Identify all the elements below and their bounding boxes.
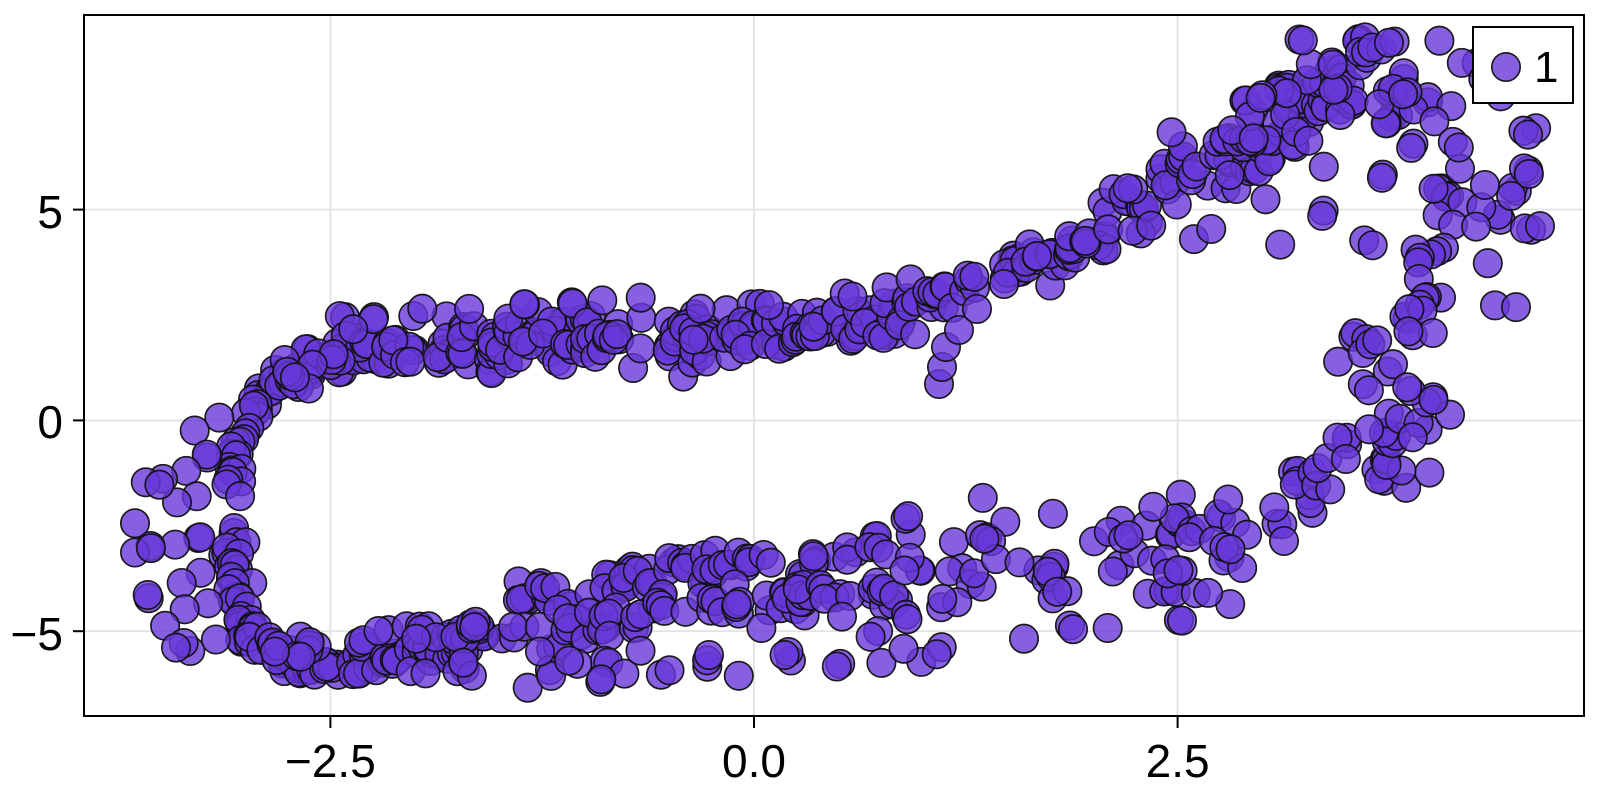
svg-text:1: 1: [1534, 43, 1558, 92]
svg-text:2.5: 2.5: [1146, 735, 1210, 787]
svg-text:5: 5: [37, 186, 63, 238]
svg-text:0: 0: [37, 396, 63, 448]
svg-text:−5: −5: [11, 608, 63, 660]
svg-text:0.0: 0.0: [722, 735, 786, 787]
svg-text:−2.5: −2.5: [285, 735, 376, 787]
